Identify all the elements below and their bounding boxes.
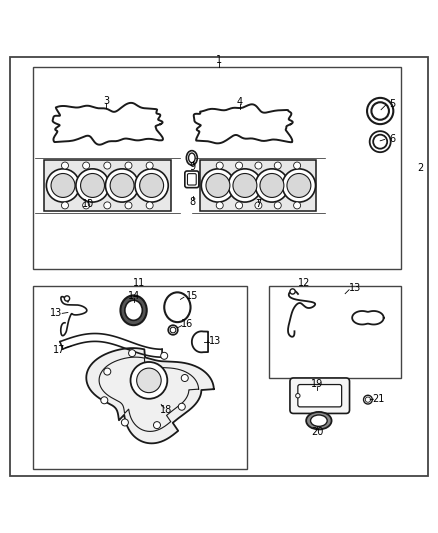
Text: 13: 13 (208, 336, 221, 346)
Text: 17: 17 (53, 345, 66, 355)
Text: 1: 1 (216, 55, 222, 65)
Circle shape (76, 169, 109, 202)
Text: 15: 15 (186, 291, 198, 301)
Ellipse shape (311, 415, 327, 426)
Text: 19: 19 (311, 379, 323, 389)
Circle shape (131, 362, 167, 399)
Bar (200, 160, 316, 211)
Circle shape (46, 169, 80, 202)
Text: 10: 10 (82, 199, 95, 209)
Circle shape (255, 169, 289, 202)
Circle shape (201, 169, 235, 202)
Circle shape (255, 162, 262, 169)
Circle shape (236, 202, 243, 209)
Circle shape (129, 350, 136, 357)
Circle shape (61, 202, 68, 209)
Circle shape (153, 422, 160, 429)
Circle shape (293, 202, 300, 209)
Circle shape (287, 174, 311, 197)
Circle shape (104, 202, 111, 209)
Circle shape (104, 162, 111, 169)
Circle shape (121, 419, 128, 426)
Circle shape (101, 397, 108, 404)
Circle shape (178, 403, 185, 410)
Ellipse shape (306, 412, 332, 430)
Bar (44, 160, 171, 211)
Circle shape (181, 375, 188, 382)
Text: 2: 2 (417, 163, 424, 173)
Text: 16: 16 (180, 319, 193, 329)
Circle shape (104, 368, 111, 375)
Text: 7: 7 (255, 199, 261, 209)
Bar (33, 286, 247, 469)
Text: 8: 8 (190, 197, 196, 207)
Circle shape (64, 296, 70, 301)
Ellipse shape (168, 325, 178, 335)
Bar (33, 67, 401, 269)
Text: 13: 13 (349, 284, 361, 293)
Circle shape (274, 202, 281, 209)
Text: 4: 4 (237, 97, 243, 107)
Circle shape (146, 162, 153, 169)
Circle shape (290, 289, 295, 294)
Circle shape (51, 174, 75, 197)
Circle shape (260, 174, 284, 197)
Ellipse shape (164, 292, 191, 322)
Text: 14: 14 (127, 291, 140, 301)
Circle shape (106, 169, 139, 202)
Ellipse shape (371, 102, 389, 120)
Ellipse shape (367, 98, 393, 124)
Circle shape (140, 174, 163, 197)
Circle shape (228, 169, 261, 202)
Ellipse shape (188, 153, 195, 163)
Circle shape (216, 162, 223, 169)
Circle shape (206, 174, 230, 197)
Circle shape (274, 162, 281, 169)
Text: 20: 20 (311, 427, 323, 437)
Circle shape (135, 169, 168, 202)
Circle shape (255, 202, 262, 209)
FancyBboxPatch shape (185, 171, 199, 188)
Circle shape (125, 162, 132, 169)
Polygon shape (86, 348, 214, 443)
Text: 18: 18 (160, 405, 173, 415)
Text: 6: 6 (389, 134, 395, 143)
Text: 5: 5 (389, 99, 395, 109)
FancyBboxPatch shape (298, 384, 342, 407)
Ellipse shape (125, 300, 142, 320)
Circle shape (61, 162, 68, 169)
Text: 13: 13 (49, 309, 62, 318)
Text: 9: 9 (190, 161, 196, 172)
FancyBboxPatch shape (187, 174, 196, 185)
Text: 21: 21 (373, 394, 385, 404)
Text: 12: 12 (298, 278, 311, 288)
Ellipse shape (370, 131, 391, 152)
Circle shape (365, 397, 371, 402)
Ellipse shape (170, 327, 176, 333)
Circle shape (137, 368, 161, 393)
Circle shape (293, 162, 300, 169)
Circle shape (146, 202, 153, 209)
Ellipse shape (187, 151, 197, 165)
Circle shape (125, 202, 132, 209)
Circle shape (81, 174, 105, 197)
Circle shape (282, 169, 315, 202)
Circle shape (110, 174, 134, 197)
FancyBboxPatch shape (290, 378, 350, 414)
Ellipse shape (120, 295, 147, 325)
Circle shape (161, 352, 168, 359)
Circle shape (236, 162, 243, 169)
Bar (44, 160, 171, 211)
Bar (200, 160, 316, 211)
Bar (269, 286, 401, 378)
Circle shape (364, 395, 372, 404)
Circle shape (83, 202, 90, 209)
Circle shape (83, 162, 90, 169)
Text: 3: 3 (103, 96, 110, 106)
Circle shape (216, 202, 223, 209)
Text: 11: 11 (133, 278, 145, 288)
Circle shape (296, 393, 300, 398)
Ellipse shape (373, 135, 387, 149)
Circle shape (233, 174, 257, 197)
